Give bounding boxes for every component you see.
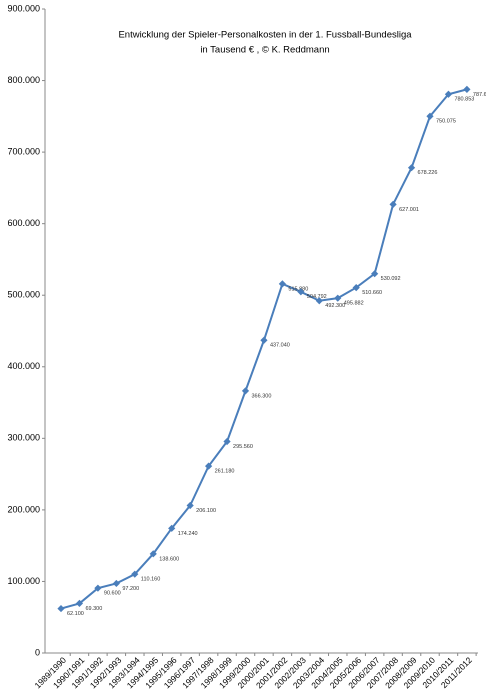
data-label: 138.600 xyxy=(159,556,179,562)
data-label: 366.300 xyxy=(252,393,272,399)
y-tick-label: 700.000 xyxy=(7,146,40,156)
y-tick-label: 0 xyxy=(35,647,40,657)
data-label: 515.880 xyxy=(288,286,308,292)
data-label: 261.180 xyxy=(215,469,235,475)
y-tick-label: 400.000 xyxy=(7,361,40,371)
data-label: 97.200 xyxy=(122,586,139,592)
marker xyxy=(352,283,360,292)
data-label: 787.661 xyxy=(473,92,486,98)
data-label: 90.600 xyxy=(104,591,121,597)
marker xyxy=(241,387,250,395)
marker xyxy=(463,85,471,93)
y-tick-label: 100.000 xyxy=(7,576,40,586)
data-label: 750.075 xyxy=(436,119,456,125)
marker xyxy=(149,550,157,558)
data-label: 510.660 xyxy=(362,290,382,296)
marker xyxy=(168,524,176,532)
data-label: 62.100 xyxy=(67,611,84,617)
data-label: 627.001 xyxy=(399,207,419,213)
y-tick-label: 800.000 xyxy=(7,75,40,85)
marker xyxy=(389,200,397,208)
y-tick-label: 500.000 xyxy=(7,290,40,300)
data-label: 206.100 xyxy=(196,508,216,514)
data-label: 530.092 xyxy=(381,276,401,282)
marker xyxy=(57,604,65,613)
data-label: 110.160 xyxy=(141,577,160,583)
marker xyxy=(315,297,323,305)
data-label: 437.040 xyxy=(270,343,290,349)
data-label: 295.560 xyxy=(233,444,253,450)
data-label: 504.792 xyxy=(307,294,327,300)
marker xyxy=(334,294,342,302)
y-tick-label: 300.000 xyxy=(7,433,40,443)
y-tick-label: 200.000 xyxy=(7,504,40,514)
marker xyxy=(112,579,120,588)
marker xyxy=(131,570,139,578)
data-label: 495.882 xyxy=(344,301,364,307)
marker xyxy=(223,437,231,446)
marker xyxy=(205,462,213,470)
data-label: 174.240 xyxy=(178,531,198,537)
data-label: 492.300 xyxy=(325,303,345,309)
data-label: 780.853 xyxy=(454,97,474,103)
y-tick-label: 600.000 xyxy=(7,218,40,228)
marker xyxy=(444,90,453,98)
marker xyxy=(297,288,305,296)
data-label: 678.226 xyxy=(418,170,438,176)
marker xyxy=(94,584,102,592)
marker xyxy=(426,112,434,120)
data-label: 69.300 xyxy=(85,606,102,612)
chart-subtitle: in Tausend € , © K. Reddmann xyxy=(200,45,329,56)
marker xyxy=(371,270,379,278)
marker xyxy=(75,599,84,608)
line xyxy=(60,88,468,610)
marker xyxy=(186,501,194,510)
marker xyxy=(407,164,416,172)
marker xyxy=(278,280,286,288)
marker xyxy=(260,336,268,344)
y-tick-label: 900.000 xyxy=(7,3,40,13)
chart-title: Entwicklung der Spieler-Personalkosten i… xyxy=(118,30,412,41)
